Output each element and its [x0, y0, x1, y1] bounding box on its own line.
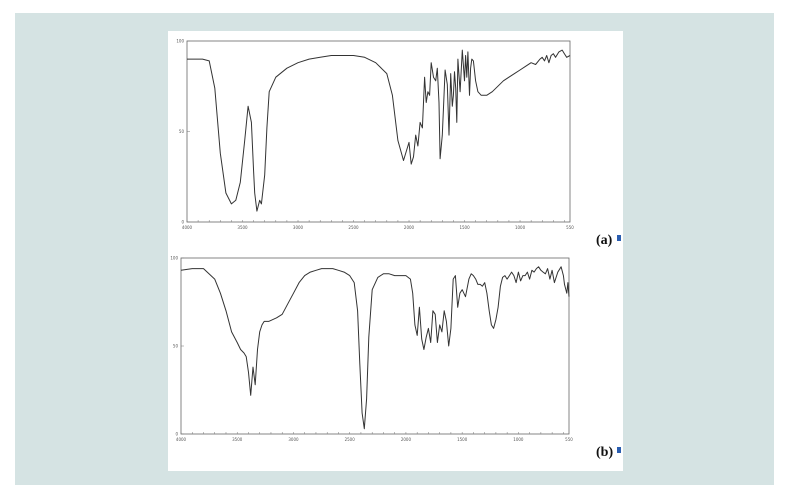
x-tick-label: 3500 [232, 437, 243, 442]
panel-label-marker [617, 235, 621, 241]
y-tick-label: 100 [176, 39, 184, 44]
x-tick-label: 550 [566, 225, 574, 230]
y-tick-label: 100 [170, 256, 178, 261]
x-tick-label: 3000 [288, 437, 299, 442]
chart-b: 4000 3500 3000 2500 2000 1500 1000 550 0 50 100 (b) [170, 256, 621, 460]
plot-frame [186, 40, 571, 223]
x-tick-label: 1000 [515, 225, 526, 230]
spectrum-line [180, 266, 570, 430]
x-tick-label: 1500 [459, 225, 470, 230]
spectrum-line [187, 49, 571, 212]
x-tick-label: 2000 [404, 225, 415, 230]
x-tick-label: 3000 [293, 225, 304, 230]
panel-label-b: (b) [596, 445, 613, 460]
x-tick-label: 2500 [345, 437, 356, 442]
x-tick-label: 2000 [401, 437, 412, 442]
x-tick-label: 1000 [513, 437, 524, 442]
y-tick-label: 50 [179, 129, 185, 134]
x-tick-label: 4000 [176, 437, 187, 442]
x-tick-label: 4000 [182, 225, 193, 230]
x-tick-label: 550 [565, 437, 573, 442]
panel-label-marker [617, 447, 621, 453]
x-tick-label: 2500 [348, 225, 359, 230]
plot-frame [180, 257, 570, 435]
y-tick-label: 0 [181, 220, 184, 225]
x-tick-label: 1500 [457, 437, 468, 442]
figure-panel: 4000 3500 3000 2500 2000 1500 1000 550 0 50 100 (a)… [168, 31, 623, 471]
spectra-figure: 4000 3500 3000 2500 2000 1500 1000 550050100(a)… [170, 39, 621, 460]
y-tick-label: 50 [173, 344, 179, 349]
panel-label-a: (a) [596, 233, 613, 248]
y-tick-label: 0 [175, 432, 178, 437]
x-tick-label: 3500 [237, 225, 248, 230]
chart-a: 4000 3500 3000 2500 2000 1500 1000 550 0 50 100 (a) [176, 39, 621, 248]
